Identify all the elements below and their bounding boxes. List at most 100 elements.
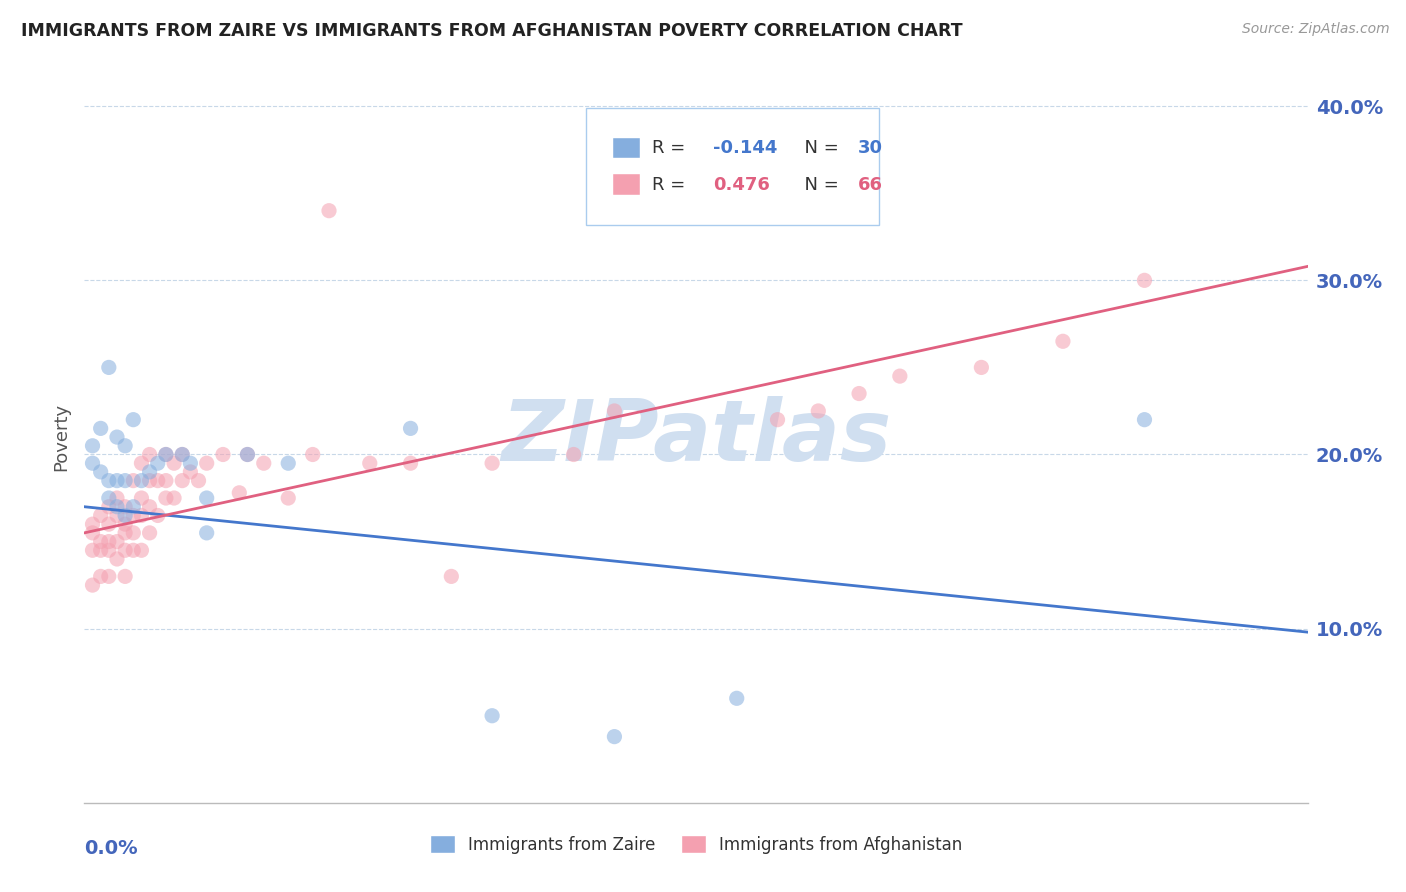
Point — [114, 543, 136, 558]
Point — [105, 500, 128, 514]
Text: ZIPatlas: ZIPatlas — [501, 395, 891, 479]
Point — [155, 474, 177, 488]
Point — [195, 456, 218, 470]
Point — [105, 491, 128, 505]
Point — [90, 508, 112, 523]
Point — [122, 525, 145, 540]
Point — [105, 430, 128, 444]
Point — [440, 569, 463, 583]
Point — [138, 465, 160, 479]
Point — [122, 474, 145, 488]
Point — [1133, 273, 1156, 287]
Point — [105, 474, 128, 488]
Point — [90, 543, 112, 558]
Point — [97, 569, 120, 583]
Point — [172, 448, 194, 462]
Point — [82, 456, 104, 470]
Point — [195, 491, 218, 505]
Point — [1133, 412, 1156, 426]
Point — [122, 412, 145, 426]
Point — [481, 708, 503, 723]
Point — [90, 534, 112, 549]
Text: -0.144: -0.144 — [713, 139, 778, 157]
Text: R =: R = — [652, 139, 690, 157]
Point — [105, 508, 128, 523]
Point — [146, 508, 169, 523]
Point — [82, 525, 104, 540]
Point — [105, 552, 128, 566]
Point — [253, 456, 276, 470]
Text: R =: R = — [652, 176, 690, 194]
Point — [195, 525, 218, 540]
Point — [138, 474, 160, 488]
Point — [97, 534, 120, 549]
Point — [97, 543, 120, 558]
Point — [155, 448, 177, 462]
Text: 30: 30 — [858, 139, 883, 157]
Point — [155, 491, 177, 505]
Point — [131, 474, 153, 488]
Point — [90, 421, 112, 435]
Text: N =: N = — [793, 176, 844, 194]
Point — [90, 569, 112, 583]
Text: 0.0%: 0.0% — [84, 839, 138, 858]
Point — [562, 448, 585, 462]
Point — [172, 448, 194, 462]
Point — [138, 448, 160, 462]
Point — [105, 534, 128, 549]
Point — [146, 456, 169, 470]
Point — [82, 543, 104, 558]
Point — [138, 500, 160, 514]
Point — [807, 404, 830, 418]
Point — [179, 456, 201, 470]
Point — [889, 369, 911, 384]
Point — [481, 456, 503, 470]
Point — [236, 448, 259, 462]
Text: Source: ZipAtlas.com: Source: ZipAtlas.com — [1241, 22, 1389, 37]
Point — [228, 485, 250, 500]
Point — [187, 474, 209, 488]
Point — [301, 448, 323, 462]
Legend: Immigrants from Zaire, Immigrants from Afghanistan: Immigrants from Zaire, Immigrants from A… — [423, 829, 969, 860]
Point — [114, 508, 136, 523]
Point — [122, 508, 145, 523]
Point — [172, 474, 194, 488]
Point — [90, 465, 112, 479]
Text: 66: 66 — [858, 176, 883, 194]
Point — [131, 508, 153, 523]
Point — [114, 439, 136, 453]
FancyBboxPatch shape — [613, 175, 640, 195]
Text: IMMIGRANTS FROM ZAIRE VS IMMIGRANTS FROM AFGHANISTAN POVERTY CORRELATION CHART: IMMIGRANTS FROM ZAIRE VS IMMIGRANTS FROM… — [21, 22, 963, 40]
Point — [277, 456, 299, 470]
Point — [236, 448, 259, 462]
Point — [97, 360, 120, 375]
Point — [277, 491, 299, 505]
Point — [399, 456, 422, 470]
Point — [399, 421, 422, 435]
Point — [114, 569, 136, 583]
Point — [848, 386, 870, 401]
Point — [163, 491, 186, 505]
Point — [318, 203, 340, 218]
Point — [122, 500, 145, 514]
Point — [114, 517, 136, 532]
Point — [97, 517, 120, 532]
Point — [97, 500, 120, 514]
Point — [146, 474, 169, 488]
Point — [179, 465, 201, 479]
FancyBboxPatch shape — [613, 138, 640, 159]
Point — [122, 543, 145, 558]
Point — [766, 412, 789, 426]
Point — [131, 491, 153, 505]
Point — [82, 578, 104, 592]
Point — [131, 543, 153, 558]
Point — [163, 456, 186, 470]
Point — [114, 474, 136, 488]
Point — [970, 360, 993, 375]
Point — [97, 474, 120, 488]
Y-axis label: Poverty: Poverty — [52, 403, 70, 471]
Point — [82, 439, 104, 453]
Point — [603, 404, 626, 418]
Point — [97, 491, 120, 505]
Point — [603, 730, 626, 744]
